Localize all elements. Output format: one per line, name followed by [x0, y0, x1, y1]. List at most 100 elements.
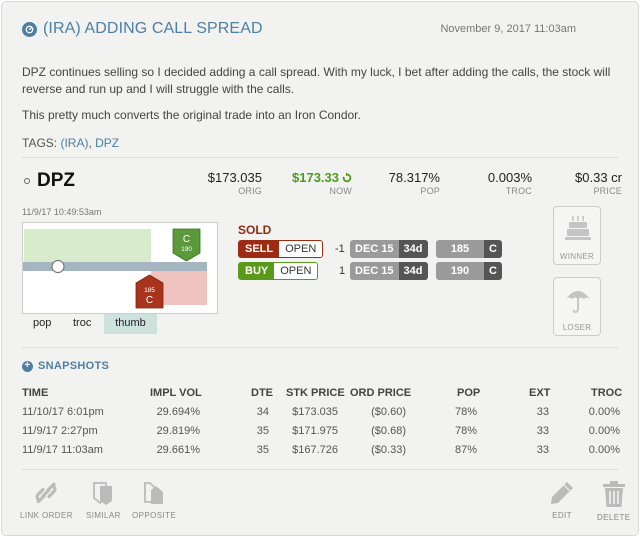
trade-title-text: (IRA) ADDING CALL SPREAD [43, 20, 263, 37]
stat-pop: 78.317% POP [372, 170, 440, 196]
price-band [23, 262, 207, 271]
similar-button[interactable]: SIMILAR [86, 480, 121, 520]
long-call-marker[interactable]: C 190 [172, 228, 201, 262]
tab-troc[interactable]: troc [73, 317, 92, 329]
leg-2-open: OPEN [274, 263, 318, 279]
short-call-marker[interactable]: 185 C [135, 274, 164, 309]
divider [22, 157, 618, 158]
leg-1-open: OPEN [279, 241, 323, 257]
divider [22, 469, 618, 470]
cell-ext: 33 [536, 425, 549, 437]
leg-2-expiration[interactable]: DEC 15 34d [350, 262, 428, 280]
leg-1-expiration[interactable]: DEC 15 34d [350, 240, 428, 258]
pencil-icon [551, 482, 573, 504]
stat-orig-label: ORIG [238, 186, 262, 196]
cell-stk-price: $173.035 [292, 406, 338, 418]
cell-stk-price: $167.726 [292, 444, 338, 456]
leg-1-side: SELL [239, 241, 280, 257]
cell-troc: 0.00% [588, 406, 620, 418]
leg-1-strike[interactable]: 185 C [436, 240, 502, 258]
stat-orig-value: $173.035 [207, 170, 262, 185]
snapshots-title: SNAPSHOTS [38, 360, 110, 372]
tag-link-ira[interactable]: (IRA) [60, 136, 89, 150]
similar-icon [93, 482, 113, 505]
cell-troc: 0.00% [588, 444, 620, 456]
stat-now: $173.33 NOW [272, 170, 352, 196]
tab-thumb[interactable]: thumb [104, 314, 157, 334]
leg-1-dte: 34d [398, 240, 428, 258]
long-call-strike: 190 [181, 246, 192, 253]
loser-label: LOSER [562, 323, 592, 332]
link-order-label: LINK ORDER [20, 511, 73, 520]
cell-ord-price: ($0.33) [371, 444, 406, 456]
cell-pop: 78% [454, 406, 477, 418]
cell-time: 11/9/17 2:27pm [22, 425, 98, 437]
order-status: SOLD [238, 223, 272, 237]
position-symbol[interactable]: DPZ [24, 170, 75, 192]
stat-troc-value: 0.003% [487, 170, 532, 185]
cell-pop: 78% [454, 425, 477, 437]
stat-orig: $173.035 ORIG [192, 170, 262, 196]
refresh-icon[interactable] [342, 172, 352, 183]
note-paragraph-2: This pretty much converts the original t… [22, 108, 361, 122]
cell-time: 11/10/17 6:01pm [22, 406, 104, 418]
cell-impl-vol: 29.819% [156, 425, 200, 437]
tags-row: TAGS: (IRA), DPZ [22, 136, 120, 150]
short-call-type: C [146, 295, 153, 306]
cell-pop: 87% [454, 444, 477, 456]
umbrella-icon [566, 291, 590, 313]
opposite-icon [144, 482, 164, 504]
snapshots-toggle[interactable]: + SNAPSHOTS [22, 360, 109, 372]
stat-pop-value: 78.317% [388, 170, 440, 185]
cell-dte: 35 [256, 444, 269, 456]
leg-1-exp-date: DEC 15 [350, 240, 399, 258]
position-chart[interactable]: C 190 185 C [22, 222, 218, 314]
tag-link-dpz[interactable]: DPZ [95, 136, 120, 150]
similar-label: SIMILAR [86, 511, 121, 520]
cell-ord-price: ($0.60) [371, 406, 406, 418]
delete-button[interactable]: DELETE [597, 480, 631, 522]
leg-1-type: C [484, 240, 502, 258]
col-ext: EXT [529, 387, 551, 399]
col-dte: DTE [251, 387, 273, 399]
cell-impl-vol: 29.661% [156, 444, 200, 456]
winner-button[interactable]: WINNER [553, 206, 601, 265]
divider [22, 347, 618, 348]
leg-2-type: C [484, 262, 502, 280]
delete-label: DELETE [597, 513, 631, 522]
cell-stk-price: $171.975 [292, 425, 338, 437]
stat-troc-label: TROC [505, 186, 532, 196]
chart-tabs: pop troc thumb [22, 314, 218, 334]
tags-label: TAGS: [22, 136, 58, 150]
long-call-type: C [183, 234, 190, 245]
stat-price-label: PRICE [593, 186, 622, 196]
stat-price-value: $0.33 cr [575, 170, 622, 185]
leg-2-strike-value: 190 [436, 262, 484, 280]
tab-pop[interactable]: pop [33, 317, 52, 329]
col-stk-price: STK PRICE [286, 387, 345, 399]
leg-2-strike[interactable]: 190 C [436, 262, 502, 280]
loser-button[interactable]: LOSER [553, 277, 601, 336]
leg-1-strike-value: 185 [436, 240, 484, 258]
stat-pop-label: POP [420, 186, 440, 196]
col-troc: TROC [591, 387, 623, 399]
leg-2-action[interactable]: BUY OPEN [238, 262, 319, 280]
trade-title[interactable]: (IRA) ADDING CALL SPREAD [22, 20, 263, 38]
cell-impl-vol: 29.694% [156, 406, 200, 418]
short-call-strike: 185 [144, 287, 155, 294]
current-price-marker[interactable] [51, 259, 65, 274]
cell-troc: 0.00% [588, 425, 620, 437]
cell-ord-price: ($0.68) [371, 425, 406, 437]
edit-button[interactable]: EDIT [549, 480, 575, 520]
col-ord-price: ORD PRICE [350, 387, 412, 399]
link-order-button[interactable]: LINK ORDER [20, 480, 73, 520]
opposite-button[interactable]: OPPOSITE [132, 480, 176, 520]
winner-label: WINNER [559, 252, 595, 261]
stat-price: $0.33 cr PRICE [552, 170, 622, 196]
trade-date: November 9, 2017 11:03am [440, 23, 576, 35]
cell-dte: 35 [256, 425, 269, 437]
leg-2-dte: 34d [398, 262, 428, 280]
leg-2-exp-date: DEC 15 [350, 262, 399, 280]
leg-1-action[interactable]: SELL OPEN [238, 240, 324, 258]
opposite-label: OPPOSITE [132, 511, 177, 520]
